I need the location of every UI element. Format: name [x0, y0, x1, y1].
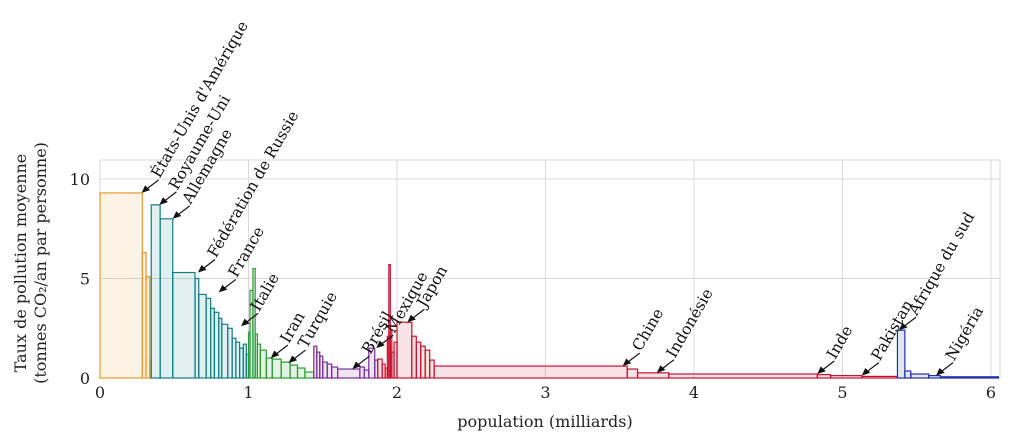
bar-31: [304, 371, 315, 379]
x-tick-labels: 0 1 2 3 4 5 6: [95, 383, 996, 402]
annotation-arrowhead-6: [270, 350, 280, 359]
annotations: États-Unis d'AmériqueRoyaume-UniAllemagn…: [141, 18, 987, 376]
bar-35: [322, 361, 328, 379]
annotation-label-15: Afrique du sud: [904, 209, 978, 319]
bar-4: [150, 204, 161, 379]
annotation-arrowhead-11: [622, 358, 632, 367]
annotation-arrowhead-8: [352, 361, 361, 370]
annotation-label-11: Chine: [629, 305, 668, 354]
annotation-arrowhead-10: [407, 314, 416, 323]
bar-28: [280, 361, 291, 379]
bar-6: [172, 271, 196, 379]
annotation-arrowhead-3: [198, 264, 207, 273]
y-tick-labels: 0 5 10: [70, 170, 90, 388]
annotation-12: Indonésie: [656, 285, 717, 373]
bar-38: [337, 368, 361, 379]
y-tick-label-0: 0: [80, 369, 90, 388]
bar-40: [363, 369, 370, 379]
bar-36: [326, 363, 333, 379]
bar-64: [896, 329, 906, 379]
y-axis-label-line1: Taux de pollution moyenne: [11, 154, 30, 373]
bar-67: [928, 375, 942, 379]
annotation-arrowhead-1: [159, 197, 168, 205]
y-tick-label-2: 10: [70, 170, 90, 189]
annotation-label-13: Inde: [823, 323, 856, 362]
annotation-arrowhead-5: [241, 318, 250, 327]
annotation-11: Chine: [622, 305, 668, 367]
bar-5: [159, 218, 174, 379]
bar-0: [99, 192, 143, 379]
annotation-label-12: Indonésie: [663, 285, 717, 360]
bar-57: [433, 365, 628, 379]
bar-61: [816, 374, 832, 379]
bar-22: [252, 267, 256, 379]
bar-8: [198, 293, 207, 379]
bar-53: [415, 341, 422, 379]
bar-2: [145, 275, 151, 379]
x-tick-label-3: 3: [540, 383, 550, 402]
x-tick-label-5: 5: [837, 383, 847, 402]
annotation-arrowhead-15: [898, 322, 908, 331]
bar-62: [830, 375, 863, 379]
x-tick-label-1: 1: [243, 383, 253, 402]
bar-39: [359, 366, 365, 379]
bar-60: [668, 373, 818, 379]
bars: [99, 192, 1000, 379]
bar-55: [424, 349, 431, 379]
bar-66: [910, 373, 930, 379]
annotation-arrowhead-16: [936, 368, 945, 376]
annotation-arrowhead-14: [861, 368, 871, 376]
x-tick-label-4: 4: [689, 383, 699, 402]
bar-29: [289, 364, 299, 379]
annotation-13: Inde: [817, 323, 856, 375]
y-tick-label-1: 5: [80, 270, 90, 289]
bar-30: [296, 367, 306, 379]
bar-14: [227, 327, 233, 379]
x-axis-label: population (milliards): [457, 412, 632, 431]
bar-63: [861, 375, 899, 379]
annotation-arrowhead-2: [172, 211, 182, 219]
bar-9: [205, 297, 212, 379]
bar-26: [265, 357, 273, 379]
grid: [99, 159, 1001, 379]
annotation-arrowhead-7: [288, 355, 298, 364]
bar-54: [420, 345, 426, 379]
bar-47: [388, 263, 391, 379]
annotation-arrowhead-12: [656, 365, 666, 373]
bar-43: [377, 358, 383, 379]
bar-52: [411, 335, 417, 379]
bar-37: [331, 366, 339, 379]
y-axis-label-line2: (tonnes CO₂/an par personne): [31, 142, 50, 384]
annotation-label-16: Nigéria: [942, 303, 987, 363]
x-tick-label-6: 6: [986, 383, 996, 402]
bar-27: [271, 358, 282, 379]
annotation-arrowhead-4: [218, 284, 228, 293]
x-tick-label-0: 0: [95, 383, 105, 402]
bar-58: [626, 368, 639, 379]
bar-59: [636, 372, 670, 379]
bar-56: [429, 359, 435, 379]
bar-65: [904, 370, 912, 379]
bar-25: [259, 349, 267, 379]
bar-11: [213, 311, 220, 379]
annotation-arrowhead-9: [376, 340, 385, 349]
x-tick-label-2: 2: [392, 383, 402, 402]
annotation-arrowhead-0: [141, 185, 151, 193]
annotation-16: Nigéria: [936, 303, 987, 376]
annotation-arrowhead-13: [817, 366, 826, 375]
bar-13: [221, 323, 229, 379]
bar-68: [939, 376, 1000, 379]
